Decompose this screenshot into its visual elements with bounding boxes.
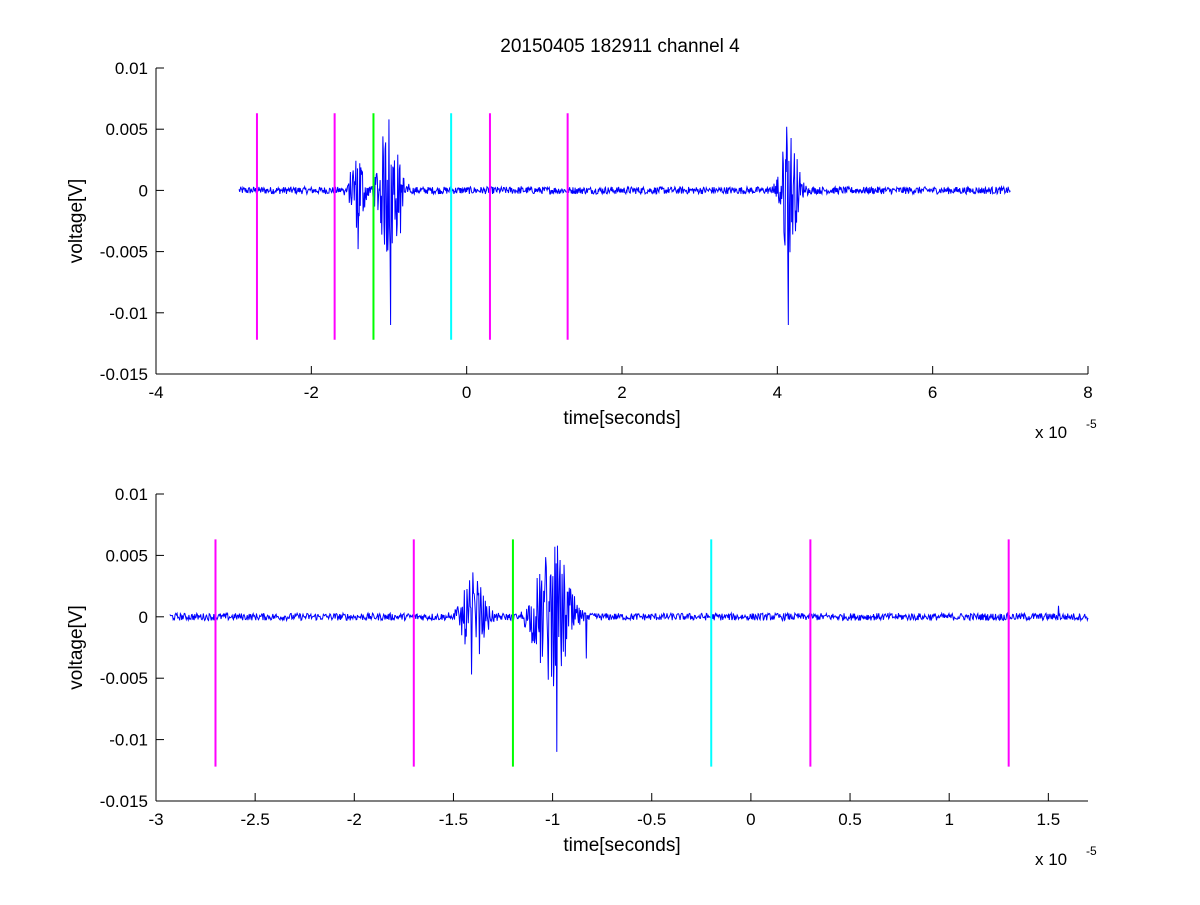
y-tick-label: 0.01 (115, 485, 148, 504)
y-tick-label: -0.005 (100, 669, 148, 688)
y-tick-label: -0.015 (100, 792, 148, 811)
x-tick-label: 2 (617, 383, 626, 402)
x-axis-label: time[seconds] (563, 408, 680, 429)
y-tick-label: -0.01 (109, 731, 148, 750)
x-axis-label: time[seconds] (563, 835, 680, 856)
x-tick-label: -1 (545, 810, 560, 829)
x-tick-label: -1.5 (439, 810, 468, 829)
x-tick-label: 4 (773, 383, 782, 402)
x-tick-label: 6 (928, 383, 937, 402)
x-tick-label: -4 (148, 383, 163, 402)
x-tick-label: -0.5 (637, 810, 666, 829)
x-multiplier-exponent: -5 (1086, 417, 1097, 431)
y-axis-label: voltage[V] (66, 179, 87, 264)
y-tick-label: 0.005 (105, 120, 148, 139)
top-subplot: -4 -2 0 2 4 6 8 -0.015 -0.01 -0.005 0 0.005 0.01 time… (66, 59, 1097, 442)
y-tick-label: -0.005 (100, 243, 148, 262)
y-tick-label: 0 (139, 608, 148, 627)
bottom-subplot: -3 -2.5 -2 -1.5 -1 -0.5 0 0.5 1 1.5 -0.015 -0.01 -0.… (66, 485, 1097, 869)
signal-series-line (238, 119, 1011, 326)
x-tick-label: -2.5 (241, 810, 270, 829)
y-axis-label: voltage[V] (66, 605, 87, 690)
x-multiplier-exponent: -5 (1086, 844, 1097, 858)
y-tick-label: -0.01 (109, 304, 148, 323)
x-tick-label: -3 (148, 810, 163, 829)
y-tick-label: 0.005 (105, 546, 148, 565)
x-tick-label: -2 (304, 383, 319, 402)
x-tick-label: 0 (462, 383, 471, 402)
x-tick-label: 1 (944, 810, 953, 829)
y-tick-label: 0.01 (115, 59, 148, 78)
y-tick-label: -0.015 (100, 365, 148, 384)
x-tick-label: 8 (1083, 383, 1092, 402)
x-tick-label: -2 (347, 810, 362, 829)
x-multiplier-label: x 10 (1035, 850, 1067, 869)
y-tick-label: 0 (139, 181, 148, 200)
x-tick-label: 0 (746, 810, 755, 829)
x-multiplier-label: x 10 (1035, 423, 1067, 442)
x-tick-label: 0.5 (838, 810, 862, 829)
signal-series-line (169, 545, 1089, 752)
chart-title: 20150405 182911 channel 4 (500, 36, 740, 57)
x-tick-label: 1.5 (1037, 810, 1061, 829)
